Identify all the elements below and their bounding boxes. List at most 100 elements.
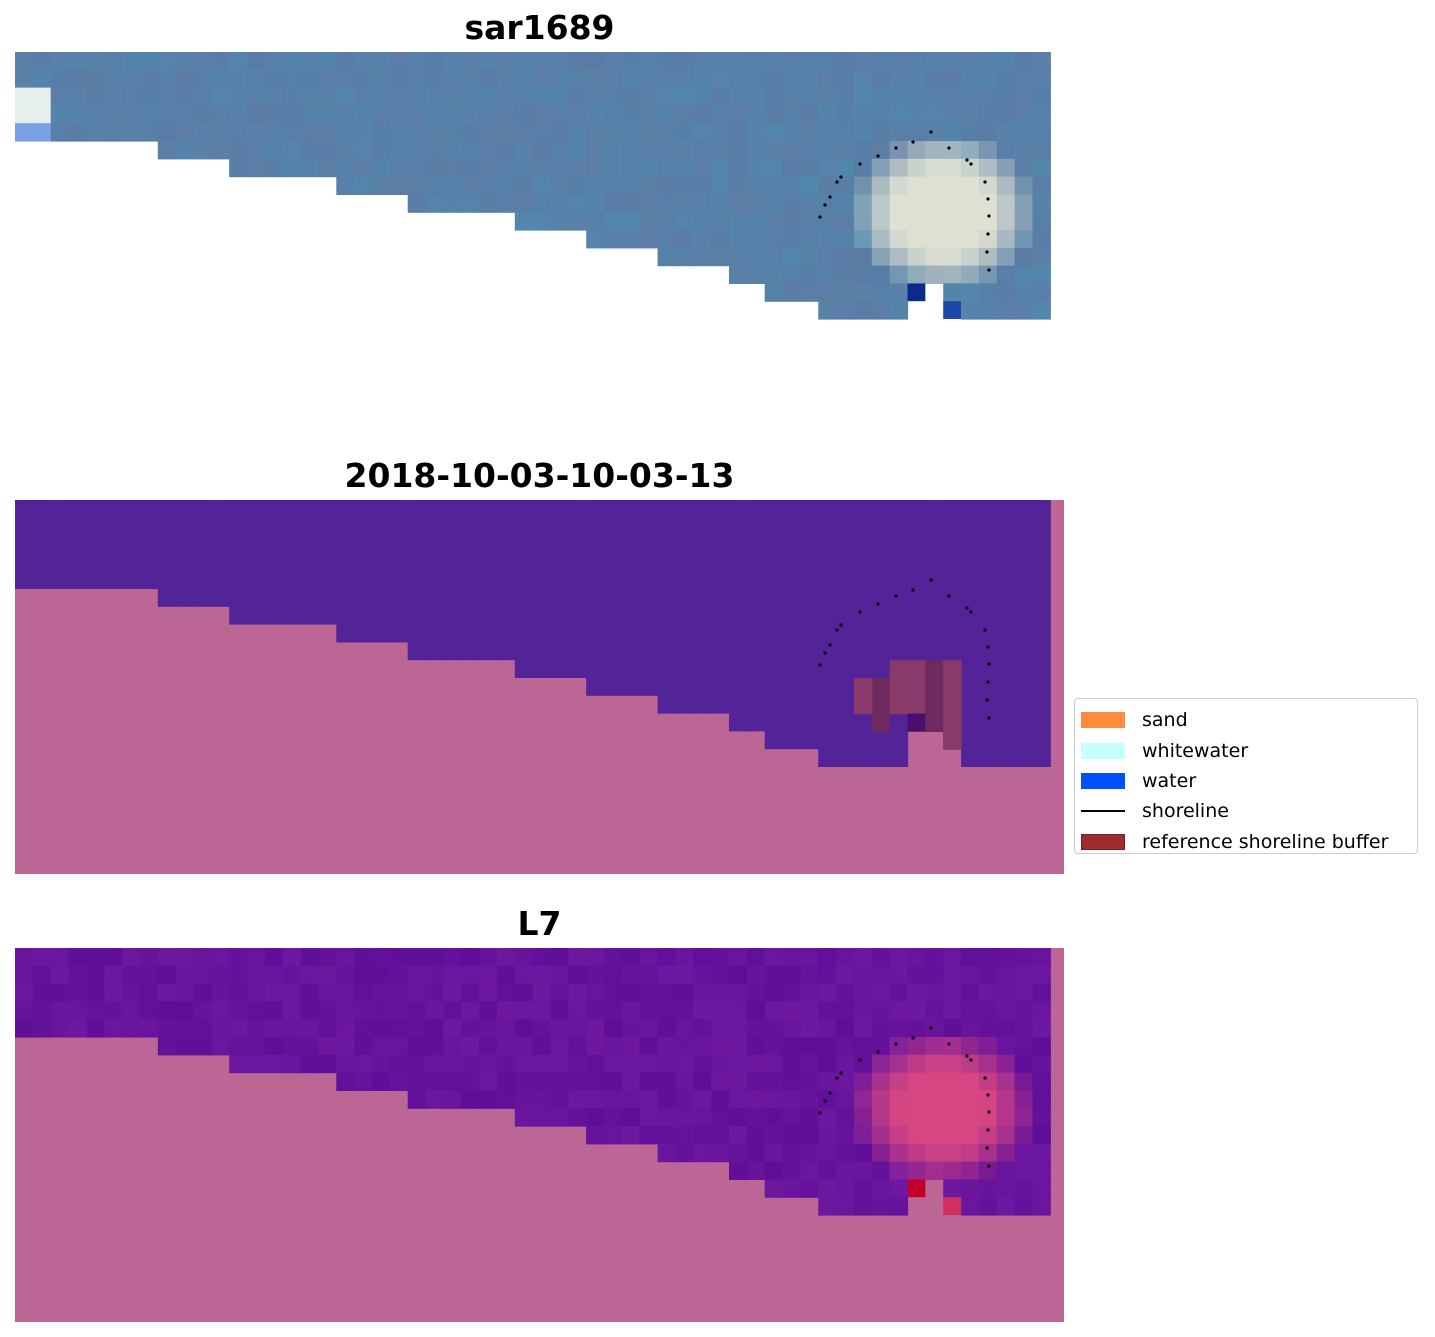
rgb-pixel xyxy=(1032,158,1051,178)
rgb-pixel xyxy=(943,194,962,213)
rgb-pixel xyxy=(372,87,391,106)
index-pixel xyxy=(657,983,677,1002)
index-pixel xyxy=(425,1054,444,1074)
index-pixel xyxy=(871,1179,891,1198)
index-pixel xyxy=(782,1143,801,1163)
index-pixel xyxy=(32,965,52,985)
index-pixel xyxy=(139,1019,159,1038)
index-pixel xyxy=(693,1126,712,1145)
buffer-pixel xyxy=(907,660,926,679)
index-pixel xyxy=(1014,948,1034,967)
index-pixel xyxy=(889,1037,909,1056)
rgb-pixel xyxy=(586,230,605,249)
rgb-pixel xyxy=(746,265,766,284)
water-class-pixel xyxy=(318,500,337,625)
rgb-pixel xyxy=(550,52,569,71)
index-pixel xyxy=(211,1001,230,1020)
rgb-pixel xyxy=(907,158,926,178)
rgb-pixel xyxy=(68,69,87,89)
rgb-pixel xyxy=(889,141,909,160)
index-pixel xyxy=(389,965,409,985)
rgb-pixel xyxy=(229,105,248,124)
index-pixel xyxy=(1032,1072,1051,1091)
rgb-pixel xyxy=(729,176,748,195)
index-pixel xyxy=(889,1072,909,1091)
index-pixel xyxy=(1014,1090,1034,1109)
index-pixel xyxy=(978,1197,998,1216)
rgb-pixel xyxy=(764,212,784,231)
rgb-pixel xyxy=(907,105,926,124)
rgb-pixel xyxy=(836,283,855,302)
rgb-pixel xyxy=(818,212,837,231)
rgb-pixel xyxy=(1014,230,1034,249)
rgb-pixel xyxy=(800,247,819,267)
rgb-pixel xyxy=(1032,212,1051,231)
rgb-pixel xyxy=(1014,141,1034,160)
index-pixel xyxy=(800,1108,819,1127)
rgb-pixel xyxy=(282,105,302,124)
index-pixel xyxy=(461,1019,480,1038)
index-pixel xyxy=(514,1108,534,1127)
rgb-pixel xyxy=(354,52,373,71)
rgb-pixel xyxy=(389,87,409,106)
shoreline-line-swatch xyxy=(1081,810,1125,813)
rgb-pixel xyxy=(532,194,552,213)
rgb-pixel xyxy=(943,141,962,160)
rgb-pixel xyxy=(675,123,694,142)
water-class-pixel xyxy=(122,500,141,589)
rgb-pixel xyxy=(354,176,373,195)
rgb-pixel xyxy=(514,141,534,160)
index-pixel xyxy=(853,1072,873,1091)
index-pixel xyxy=(175,1019,195,1038)
rgb-pixel xyxy=(15,69,34,89)
index-pixel xyxy=(372,983,391,1002)
rgb-pixel xyxy=(247,141,266,160)
rgb-pixel xyxy=(354,158,373,178)
index-pixel xyxy=(1014,1197,1034,1216)
index-pixel xyxy=(818,1197,837,1216)
rgb-pixel xyxy=(996,105,1016,124)
rgb-pixel xyxy=(318,52,337,71)
rgb-pixel xyxy=(50,52,70,71)
index-pixel xyxy=(693,965,712,985)
rgb-pixel xyxy=(586,141,605,160)
rgb-pixel xyxy=(425,176,444,195)
rgb-pixel xyxy=(978,247,998,267)
index-pixel xyxy=(621,983,641,1002)
shoreline-dot xyxy=(876,154,880,158)
index-pixel xyxy=(247,1037,266,1056)
index-pixel xyxy=(104,1019,123,1038)
index-pixel xyxy=(800,1072,819,1091)
index-pixel xyxy=(568,1037,587,1056)
index-pixel xyxy=(996,983,1016,1002)
rgb-pixel xyxy=(729,194,748,213)
rgb-pixel xyxy=(604,52,623,71)
index-pixel xyxy=(354,948,373,967)
rgb-pixel xyxy=(247,105,266,124)
index-pixel xyxy=(372,965,391,985)
index-pixel xyxy=(800,1090,819,1109)
rgb-pixel xyxy=(961,230,980,249)
index-pixel xyxy=(50,965,70,985)
rgb-pixel xyxy=(479,123,498,142)
rgb-pixel xyxy=(871,301,891,320)
rgb-pixel xyxy=(818,301,837,320)
rgb-pixel xyxy=(889,158,909,178)
rgb-pixel xyxy=(443,69,462,89)
index-pixel xyxy=(354,965,373,985)
index-pixel xyxy=(139,1001,159,1020)
index-pixel xyxy=(711,1143,730,1163)
rgb-pixel xyxy=(211,141,230,160)
index-pixel xyxy=(514,983,534,1002)
buffer-pixel xyxy=(889,695,909,715)
index-pixel xyxy=(336,1054,355,1074)
index-pixel xyxy=(264,983,284,1002)
rgb-pixel xyxy=(389,141,409,160)
index-pixel xyxy=(729,1072,748,1091)
index-pixel xyxy=(711,1108,730,1127)
rgb-pixel xyxy=(782,52,801,71)
rgb-pixel xyxy=(925,212,944,231)
rgb-pixel xyxy=(532,158,552,178)
water-class-pixel xyxy=(782,500,801,750)
index-pixel xyxy=(532,1072,552,1091)
